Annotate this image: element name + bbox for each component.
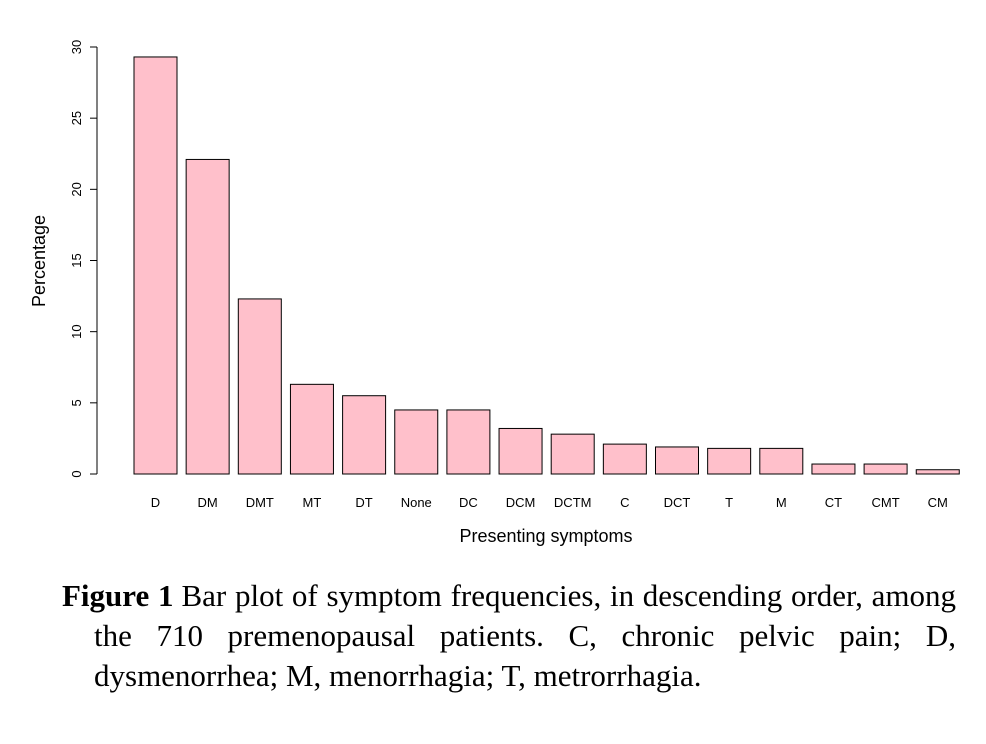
bars [133, 56, 960, 475]
y-axis: 0 5 10 15 20 25 30 [69, 40, 98, 478]
y-tick-label: 5 [69, 399, 84, 406]
y-tick-label: 20 [69, 182, 84, 196]
bar [759, 447, 804, 475]
x-tick-label: D [151, 495, 160, 510]
x-tick-label: T [725, 495, 733, 510]
x-tick-label: CM [928, 495, 948, 510]
x-tick-label: None [401, 495, 432, 510]
y-tick-label: 25 [69, 111, 84, 125]
bar [185, 158, 230, 475]
y-tick-label: 30 [69, 40, 84, 54]
bar [811, 463, 856, 475]
bar [707, 447, 752, 475]
y-tick-label: 10 [69, 324, 84, 338]
x-tick-label: CMT [872, 495, 900, 510]
x-tick-labels: D DM DMT MT DT None DC DCM DCTM C DCT T M CT CMT CM [151, 495, 948, 510]
bar [289, 383, 334, 475]
x-tick-label: DC [459, 495, 478, 510]
x-tick-label: M [776, 495, 787, 510]
bar [602, 443, 647, 475]
bar [446, 409, 491, 475]
x-tick-label: C [620, 495, 629, 510]
bar [133, 56, 178, 475]
x-tick-label: DT [355, 495, 372, 510]
x-tick-label: CT [825, 495, 842, 510]
y-axis-title: Percentage [29, 215, 49, 307]
bar [863, 463, 908, 475]
bar [394, 409, 439, 475]
bar [915, 469, 960, 475]
x-tick-label: MT [303, 495, 322, 510]
y-tick-label: 15 [69, 253, 84, 267]
x-tick-label: DCM [506, 495, 536, 510]
bar [498, 427, 543, 475]
x-tick-label: DCT [664, 495, 691, 510]
x-tick-label: DM [198, 495, 218, 510]
caption-text: Bar plot of symptom frequencies, in desc… [94, 578, 956, 693]
bar [655, 446, 699, 475]
x-axis-title: Presenting symptoms [459, 526, 632, 546]
bar [342, 395, 387, 475]
figure-caption: Figure 1 Bar plot of symptom frequencies,… [62, 576, 956, 696]
y-tick-label: 0 [69, 470, 84, 477]
x-tick-label: DCTM [554, 495, 592, 510]
bar [237, 298, 282, 475]
bar [550, 433, 595, 475]
x-tick-label: DMT [246, 495, 274, 510]
figure-label: Figure 1 [62, 578, 174, 613]
